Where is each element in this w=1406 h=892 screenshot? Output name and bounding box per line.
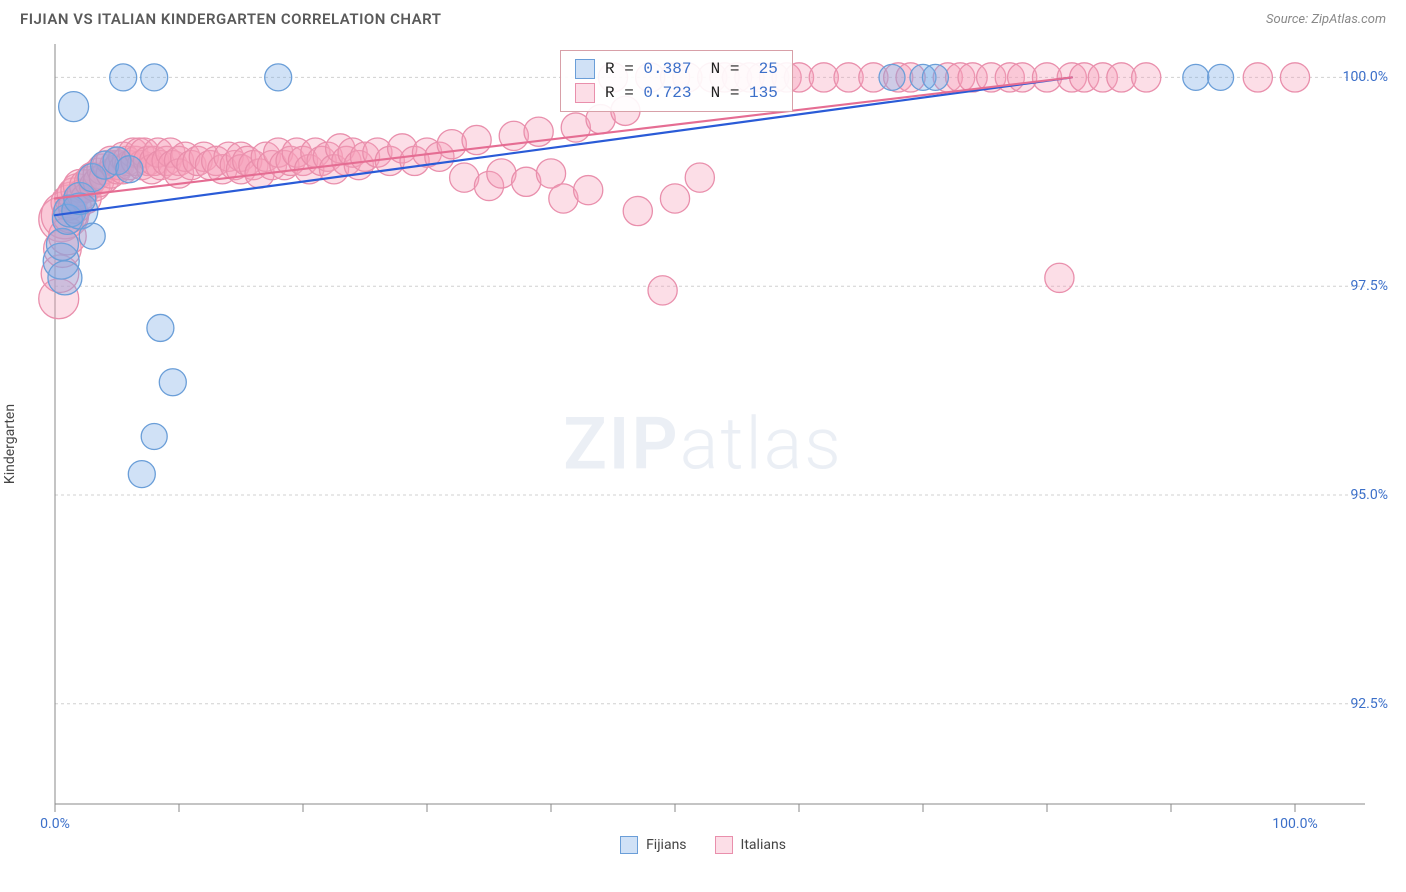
legend-swatch [575,83,595,103]
legend-item: Fijians [620,836,686,854]
legend-swatch [575,59,595,79]
chart-container: Kindergarten ZIPatlas R = 0.387 N = 25R … [0,34,1406,854]
y-tick-label: 97.5% [1350,278,1388,294]
legend-swatch [715,836,733,854]
x-tick-label: 0.0% [40,816,70,832]
source-name: ZipAtlas.com [1311,12,1386,27]
scatter-chart [0,34,1406,854]
legend-row: R = 0.387 N = 25 [575,57,778,81]
legend-label: Italians [741,837,786,853]
legend-item: Italians [715,836,786,854]
legend-label: Fijians [646,837,686,853]
legend-stats: R = 0.387 N = 25 [605,57,778,81]
series-legend: Fijians Italians [0,836,1406,854]
legend-stats: R = 0.723 N = 135 [605,81,778,105]
chart-source: Source: ZipAtlas.com [1266,12,1386,27]
correlation-legend: R = 0.387 N = 25R = 0.723 N = 135 [560,50,793,112]
y-axis-label: Kindergarten [2,404,18,484]
legend-row: R = 0.723 N = 135 [575,81,778,105]
y-tick-label: 100.0% [1343,69,1388,85]
chart-title: FIJIAN VS ITALIAN KINDERGARTEN CORRELATI… [20,10,441,28]
y-tick-label: 95.0% [1350,487,1388,503]
source-prefix: Source: [1266,12,1311,27]
y-tick-label: 92.5% [1350,696,1388,712]
x-tick-label: 100.0% [1272,816,1317,832]
legend-swatch [620,836,638,854]
chart-header: FIJIAN VS ITALIAN KINDERGARTEN CORRELATI… [0,0,1406,34]
